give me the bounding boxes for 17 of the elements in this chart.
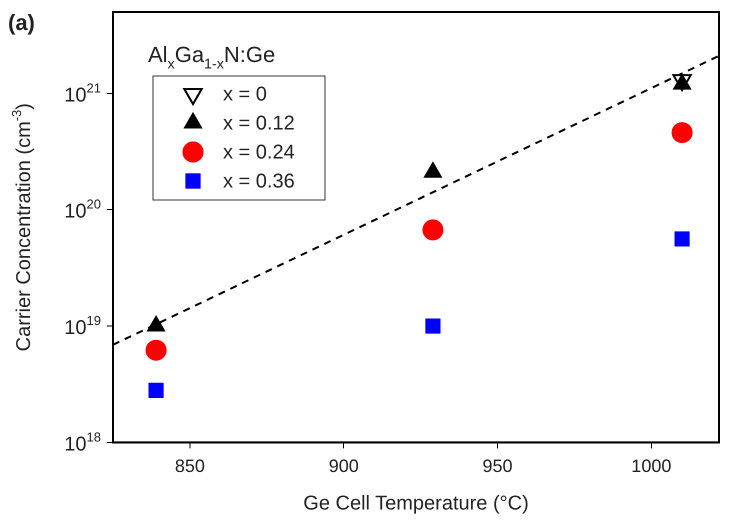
legend-label: x = 0.12 xyxy=(223,112,295,135)
legend-label: x = 0.36 xyxy=(223,170,295,193)
x-tick-label: 850 xyxy=(174,456,205,476)
y-axis-title: Carrier Concentration (cm-3) xyxy=(9,103,35,352)
point xyxy=(674,231,690,247)
point xyxy=(146,340,167,361)
point xyxy=(422,219,444,240)
text: (a) xyxy=(8,10,35,35)
x-tick-label: 1000 xyxy=(631,456,672,476)
x-axis-title: Ge Cell Temperature (°C) xyxy=(303,492,529,515)
point xyxy=(148,382,164,398)
point xyxy=(425,318,440,334)
point xyxy=(672,122,693,144)
x-tick-label: 900 xyxy=(328,456,359,476)
legend-label: x = 0.24 xyxy=(223,142,295,164)
x-tick-label: 950 xyxy=(482,456,513,476)
legend-label: x = 0 xyxy=(223,84,267,106)
